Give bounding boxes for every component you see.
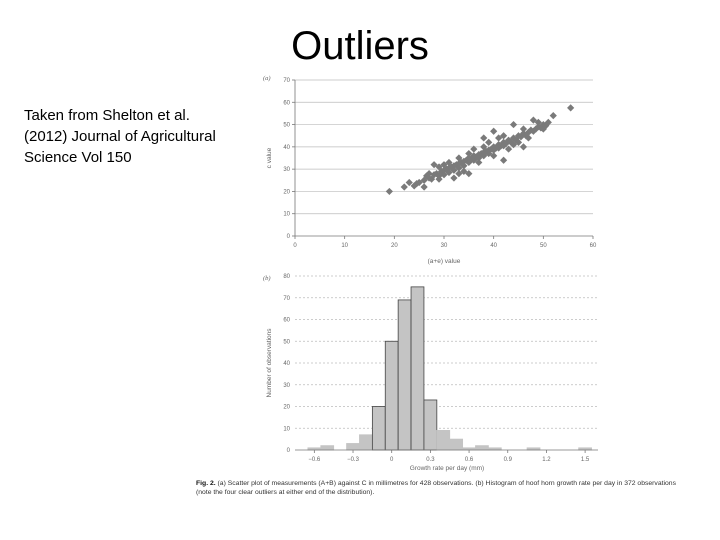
scatter-point	[460, 167, 468, 175]
figure-caption: Fig. 2. (a) Scatter plot of measurements…	[196, 479, 676, 497]
scatter-point	[432, 170, 441, 178]
histogram-bar	[410, 286, 425, 451]
scatter-y-tick-label: 70	[283, 78, 290, 84]
scatter-y-tick-label: 60	[283, 100, 290, 106]
figure-caption-label: Fig. 2.	[196, 480, 216, 487]
histogram-panel-label: (b)	[263, 275, 271, 282]
scatter-point	[534, 118, 542, 126]
scatter-point	[529, 116, 537, 124]
histogram-x-tick-label: 1.5	[581, 457, 590, 463]
scatter-x-tick-label: 30	[441, 243, 448, 249]
scatter-point	[507, 138, 515, 146]
scatter-x-axis-label: (a+e) value	[428, 258, 461, 265]
scatter-point	[450, 174, 458, 182]
scatter-x-tick-label: 40	[490, 243, 497, 249]
figure-caption-text: (a) Scatter plot of measurements (A+B) a…	[196, 480, 676, 496]
histogram-bar	[320, 445, 335, 451]
histogram-bar	[371, 406, 386, 451]
histogram-bar	[346, 443, 360, 451]
slide-title: Outliers	[0, 24, 720, 69]
scatter-point	[519, 143, 528, 151]
histogram-y-tick-label: 80	[283, 274, 290, 280]
scatter-panel-label: (a)	[263, 75, 271, 82]
scatter-point	[532, 125, 540, 133]
histogram-x-axis-label: Growth rate per day (mm)	[410, 465, 484, 472]
scatter-point	[519, 125, 528, 133]
scatter-y-axis-label: c value	[266, 147, 273, 168]
histogram-x-tick-label: 0.6	[465, 457, 474, 463]
histogram-y-tick-label: 70	[283, 296, 290, 302]
histogram-y-tick-label: 50	[283, 339, 290, 345]
scatter-y-tick-label: 20	[283, 189, 290, 195]
scatter-point	[455, 154, 463, 162]
histogram-plot: (b) 0 10 20 30 40 50 60 70 80 −0.6 −0.3 0 0.3 0.6 0.9 1.…	[263, 274, 598, 472]
histogram-y-tick-label: 0	[287, 448, 291, 454]
scatter-point	[509, 120, 518, 129]
scatter-point	[475, 154, 483, 162]
histogram-bar	[359, 434, 373, 451]
histogram-x-tick-label: 0.9	[504, 457, 513, 463]
histogram-y-tick-label: 40	[283, 361, 290, 367]
scatter-x-tick-label: 10	[341, 243, 348, 249]
histogram-bar	[475, 445, 489, 451]
histogram-y-tick-label: 20	[283, 405, 290, 411]
scatter-point	[435, 175, 443, 183]
scatter-x-tick-label: 0	[293, 243, 297, 249]
scatter-point	[544, 118, 552, 126]
scatter-point	[445, 158, 453, 167]
source-line-1: Taken from Shelton et al.	[24, 107, 190, 124]
scatter-point	[400, 183, 408, 191]
scatter-point	[480, 134, 488, 142]
scatter-point	[475, 158, 483, 167]
scatter-point	[405, 178, 413, 187]
scatter-point	[524, 134, 533, 142]
histogram-x-tick-label: −0.3	[347, 457, 360, 463]
source-line-3: Science Vol 150	[24, 149, 132, 166]
scatter-plot: (a) 0 10 20 30 40 50 60 70 0 10 20 30 40 50 60 (a+e) val…	[263, 75, 597, 265]
scatter-point	[480, 143, 488, 151]
scatter-y-tick-label: 10	[283, 212, 290, 218]
scatter-point	[509, 141, 518, 149]
histogram-bar	[449, 438, 464, 451]
source-citation: Taken from Shelton et al. (2012) Journal…	[24, 105, 259, 168]
scatter-point	[500, 142, 508, 150]
scatter-x-tick-label: 50	[540, 243, 547, 249]
scatter-point	[549, 112, 557, 120]
source-line-2: (2012) Journal of Agricultural	[24, 128, 216, 145]
scatter-point	[385, 187, 393, 196]
scatter-y-tick-label: 0	[287, 234, 291, 240]
scatter-y-tick-label: 30	[283, 167, 290, 173]
scatter-point	[517, 133, 525, 141]
slide-title-text: Outliers	[291, 24, 429, 68]
histogram-bar	[384, 340, 399, 451]
scatter-point	[529, 127, 537, 135]
scatter-point	[524, 128, 533, 136]
histogram-y-tick-label: 10	[283, 426, 290, 432]
scatter-y-tick-label: 50	[283, 123, 290, 129]
scatter-point	[567, 104, 575, 112]
histogram-bar	[423, 399, 438, 451]
scatter-point	[470, 145, 478, 153]
histogram-bar	[397, 299, 412, 451]
histogram-bar	[436, 430, 451, 451]
histogram-x-tick-label: 0	[390, 457, 394, 463]
scatter-y-tick-label: 40	[283, 145, 290, 151]
histogram-y-tick-label: 30	[283, 383, 290, 389]
scatter-point	[490, 127, 498, 135]
scatter-point	[435, 163, 443, 171]
histogram-x-tick-label: 1.2	[542, 457, 551, 463]
scatter-point	[500, 156, 508, 164]
scatter-point	[512, 136, 520, 144]
histogram-x-tick-label: −0.6	[308, 457, 321, 463]
histogram-x-tick-label: 0.3	[426, 457, 435, 463]
scatter-point	[420, 183, 428, 191]
scatter-point	[539, 125, 547, 133]
scatter-point	[485, 138, 493, 146]
histogram-y-tick-label: 60	[283, 318, 290, 324]
scatter-point	[470, 156, 478, 164]
scatter-x-tick-label: 60	[590, 243, 597, 249]
histogram-y-axis-label: Number of observations	[266, 328, 273, 398]
scatter-x-tick-label: 20	[391, 243, 398, 249]
scatter-point	[504, 145, 513, 153]
